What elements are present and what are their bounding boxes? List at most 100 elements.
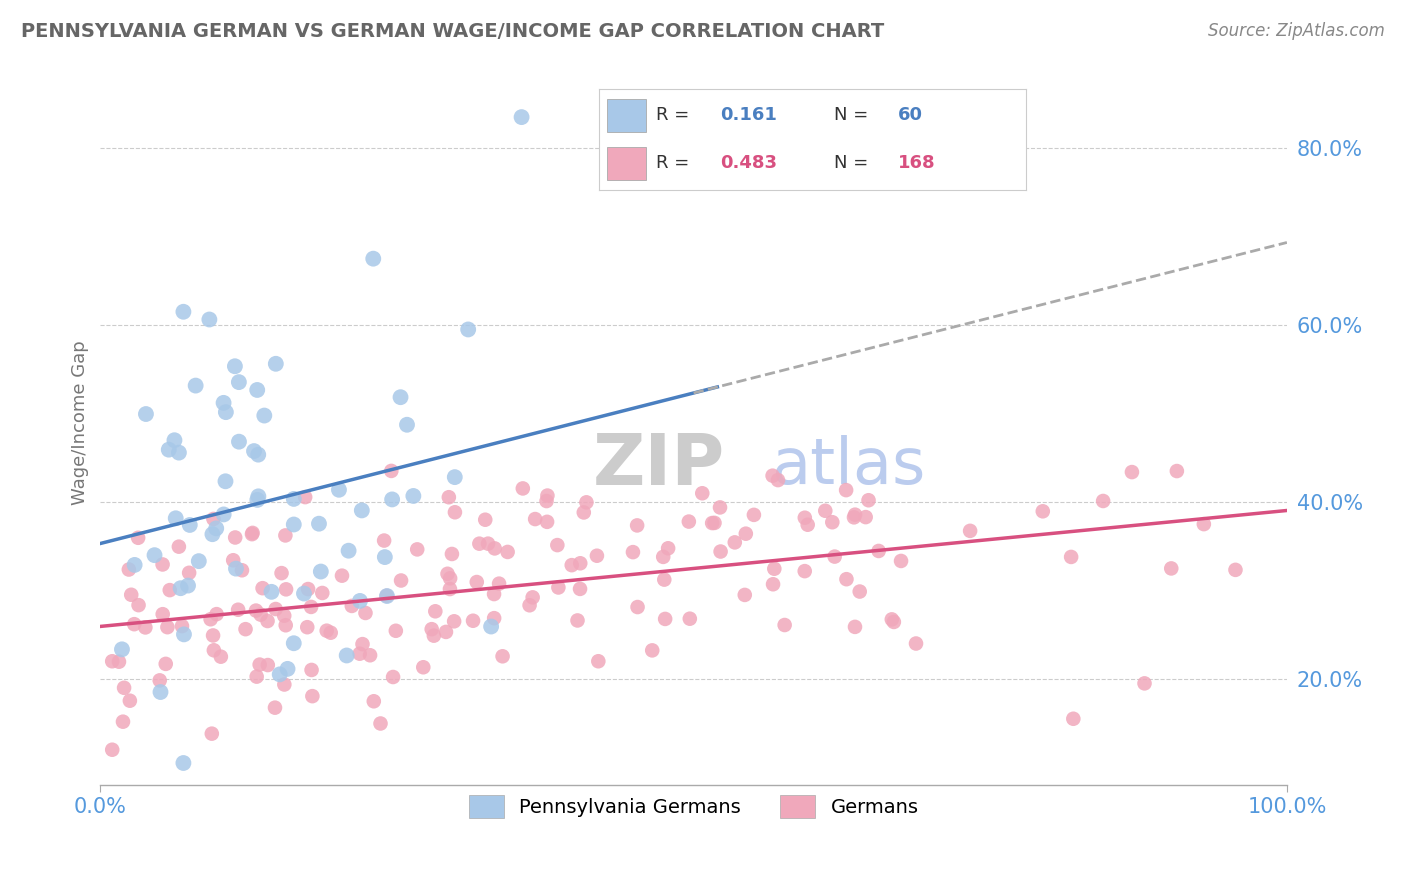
- Point: [249, 607, 271, 622]
- Point: [536, 489, 558, 503]
- Point: [423, 629, 446, 643]
- Point: [621, 545, 644, 559]
- Point: [374, 550, 396, 565]
- Point: [762, 577, 785, 591]
- Point: [420, 622, 443, 636]
- Point: [359, 648, 381, 663]
- Point: [215, 405, 238, 419]
- Point: [112, 681, 135, 695]
- Point: [308, 516, 330, 531]
- Point: [626, 600, 648, 615]
- Point: [315, 624, 337, 638]
- Point: [294, 490, 316, 504]
- Point: [264, 357, 287, 371]
- Point: [444, 505, 467, 519]
- Point: [165, 511, 187, 525]
- Point: [370, 716, 392, 731]
- Point: [273, 677, 295, 691]
- Point: [264, 602, 287, 616]
- Point: [246, 670, 269, 684]
- Point: [270, 566, 292, 581]
- Point: [205, 521, 228, 535]
- Point: [1160, 561, 1182, 575]
- Point: [1062, 712, 1084, 726]
- Point: [354, 606, 377, 620]
- Point: [905, 636, 928, 650]
- Point: [389, 390, 412, 404]
- Point: [108, 655, 131, 669]
- Point: [766, 473, 789, 487]
- Point: [242, 525, 264, 540]
- Point: [301, 689, 323, 703]
- Point: [679, 612, 702, 626]
- Point: [212, 396, 235, 410]
- Point: [844, 620, 866, 634]
- Point: [389, 574, 412, 588]
- Point: [1166, 464, 1188, 478]
- Point: [264, 700, 287, 714]
- Point: [319, 625, 342, 640]
- Point: [246, 383, 269, 397]
- Point: [385, 624, 408, 638]
- Point: [406, 542, 429, 557]
- Point: [252, 581, 274, 595]
- Point: [402, 489, 425, 503]
- Point: [412, 660, 434, 674]
- Point: [1060, 549, 1083, 564]
- Point: [848, 584, 870, 599]
- Point: [959, 524, 981, 538]
- Point: [209, 649, 232, 664]
- Point: [588, 654, 610, 668]
- Point: [172, 305, 194, 319]
- Point: [440, 547, 463, 561]
- Point: [337, 543, 360, 558]
- Point: [361, 252, 384, 266]
- Point: [274, 582, 297, 597]
- Point: [184, 378, 207, 392]
- Point: [349, 647, 371, 661]
- Point: [484, 541, 506, 556]
- Point: [101, 654, 124, 668]
- Point: [212, 508, 235, 522]
- Point: [222, 553, 245, 567]
- Point: [724, 535, 747, 549]
- Point: [381, 492, 404, 507]
- Point: [522, 591, 544, 605]
- Point: [572, 505, 595, 519]
- Point: [477, 536, 499, 550]
- Point: [149, 673, 172, 688]
- Point: [1133, 676, 1156, 690]
- Point: [1121, 465, 1143, 479]
- Point: [702, 516, 724, 530]
- Point: [283, 517, 305, 532]
- Point: [274, 618, 297, 632]
- Point: [363, 694, 385, 708]
- Point: [547, 581, 569, 595]
- Text: PENNSYLVANIA GERMAN VS GERMAN WAGE/INCOME GAP CORRELATION CHART: PENNSYLVANIA GERMAN VS GERMAN WAGE/INCOM…: [21, 22, 884, 41]
- Point: [214, 475, 236, 489]
- Point: [149, 685, 172, 699]
- Point: [465, 575, 488, 590]
- Point: [796, 517, 818, 532]
- Point: [703, 516, 725, 530]
- Point: [202, 628, 225, 642]
- Point: [283, 491, 305, 506]
- Point: [256, 614, 278, 628]
- Point: [128, 598, 150, 612]
- Point: [336, 648, 359, 663]
- Point: [152, 607, 174, 622]
- Point: [226, 603, 249, 617]
- Point: [524, 512, 547, 526]
- Point: [491, 649, 513, 664]
- Point: [734, 588, 756, 602]
- Point: [488, 576, 510, 591]
- Point: [793, 564, 815, 578]
- Point: [536, 515, 558, 529]
- Point: [311, 586, 333, 600]
- Point: [437, 490, 460, 504]
- Point: [124, 558, 146, 572]
- Point: [890, 554, 912, 568]
- Point: [425, 604, 447, 618]
- Point: [567, 614, 589, 628]
- Legend: Pennsylvania Germans, Germans: Pennsylvania Germans, Germans: [461, 787, 927, 826]
